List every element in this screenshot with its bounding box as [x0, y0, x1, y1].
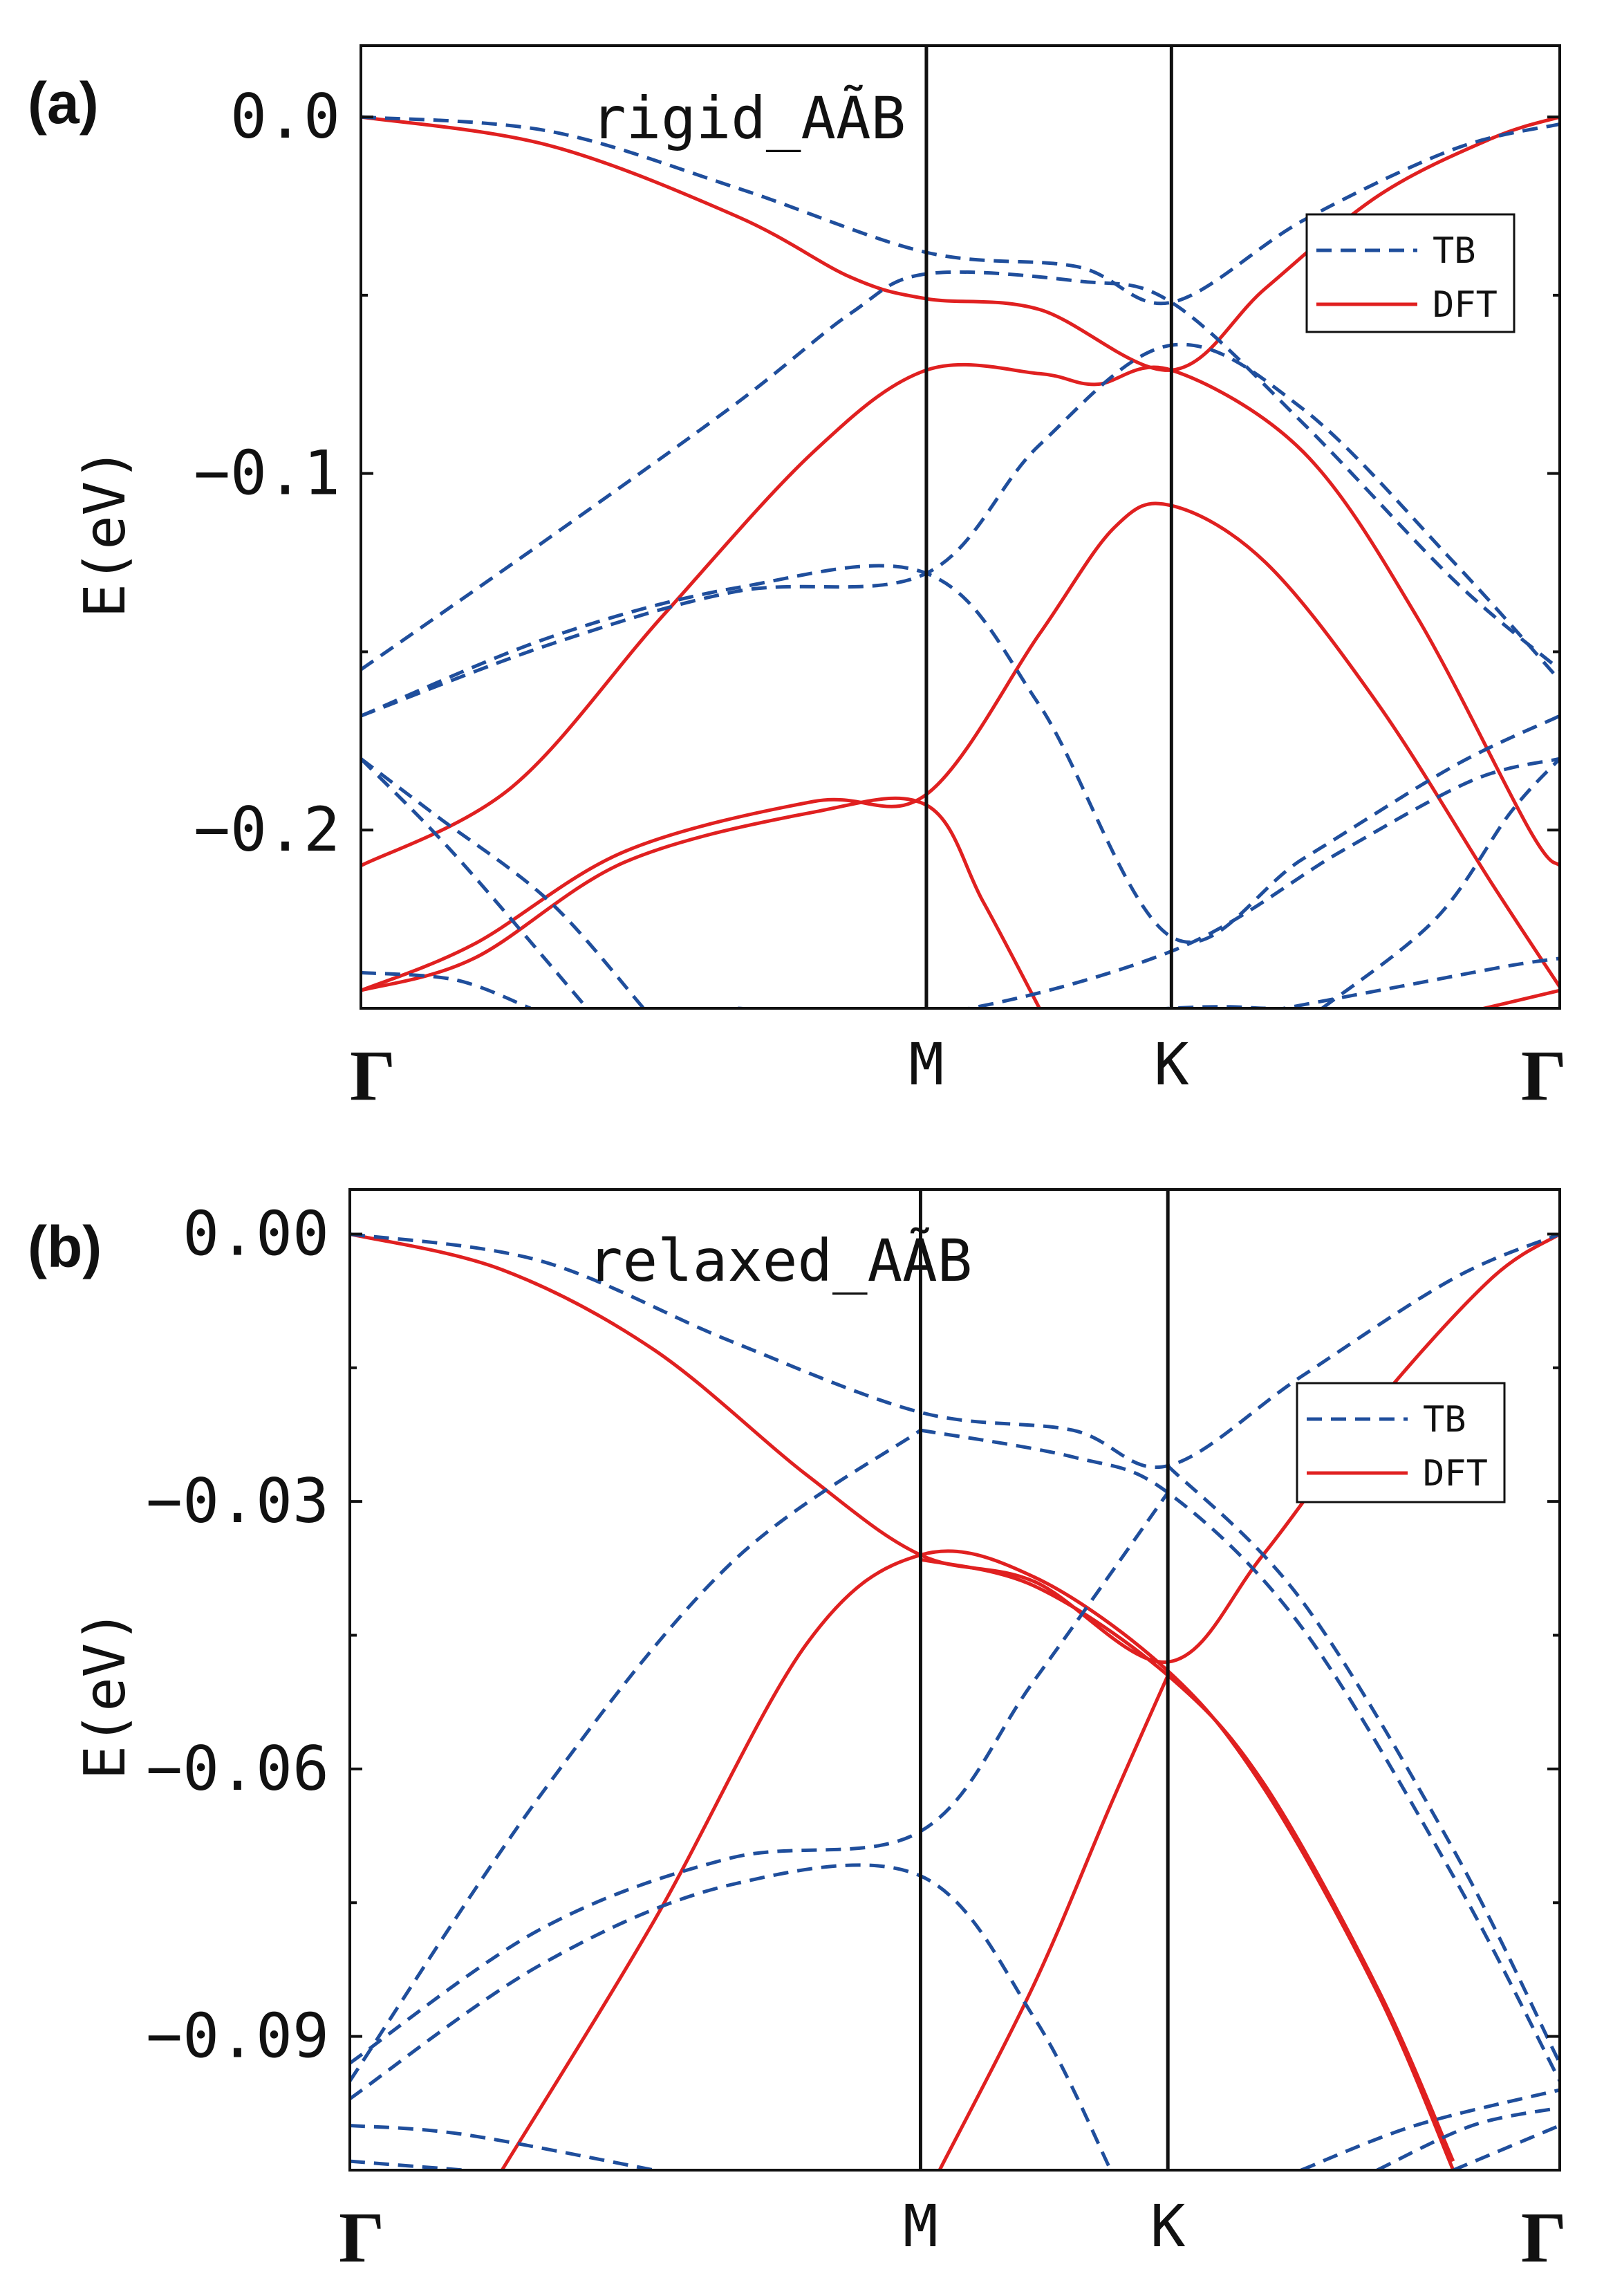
dft-band-3: [361, 796, 1041, 1008]
tb-band-1: [920, 1428, 1560, 2082]
legend-label-tb: TB: [1433, 230, 1476, 272]
tb-band-10: [1321, 757, 1560, 1008]
panel-b: (b) E(eV) 0.00 −0.03 −0.06 −0.09 Γ M K Γ relaxe…: [28, 1188, 1567, 2277]
tb-band-0: [361, 115, 1560, 306]
dft-band-4: [1477, 988, 1560, 1008]
tb-band-6: [361, 970, 532, 1008]
tb-band-2: [350, 1429, 922, 2082]
plot-title: rigid_AÃB: [591, 84, 906, 152]
y-tick-label: 0.00: [183, 1198, 329, 1269]
tb-band-4: [361, 757, 645, 1008]
tb-band-9: [1376, 2106, 1560, 2170]
y-tick-label: −0.06: [146, 1733, 329, 1804]
kpoint-label: Γ: [339, 2198, 384, 2277]
dft-band-2: [361, 501, 1560, 992]
kpoint-label: K: [1154, 1030, 1189, 1098]
tb-band-5: [361, 757, 589, 1008]
dft-band-3: [938, 1674, 1170, 2170]
tb-band-8: [1300, 2088, 1560, 2170]
tb-band-6: [350, 2124, 655, 2170]
tb-band-5: [350, 1863, 1112, 2170]
legend: TB DFT: [1305, 213, 1516, 333]
kpoint-label: M: [909, 1030, 944, 1098]
tb-band-3: [361, 564, 1560, 944]
y-tick-label: −0.09: [146, 2001, 329, 2072]
tb-band-10: [1452, 2124, 1560, 2170]
kpoint-label: M: [903, 2192, 938, 2260]
y-tick-label: −0.1: [194, 438, 340, 509]
y-axis-label: E(eV): [73, 447, 138, 618]
legend-label-tb: TB: [1423, 1399, 1466, 1441]
y-tick-label: −0.03: [146, 1465, 329, 1537]
kpoint-label: Γ: [1521, 1036, 1567, 1115]
tb-band-3: [1166, 1464, 1560, 2064]
kpoint-label: K: [1150, 2192, 1186, 2260]
legend-box: [1296, 1382, 1506, 1503]
y-axis-label: E(eV): [73, 1609, 138, 1780]
panel-label: (a): [28, 71, 99, 136]
legend-label-dft: DFT: [1423, 1453, 1488, 1494]
y-tick-label: 0.0: [230, 81, 340, 152]
dft-band-1: [361, 362, 1560, 868]
tb-band-9: [1275, 956, 1560, 1008]
panel-a: (a) E(eV) 0.0 −0.1 −0.2 Γ M K Γ rigid_AÃB TB DF…: [28, 44, 1567, 1115]
tb-band-0: [350, 1232, 1560, 1469]
kpoint-label: Γ: [1521, 2198, 1567, 2277]
legend-label-dft: DFT: [1433, 284, 1498, 326]
kpoint-label: Γ: [350, 1036, 395, 1115]
plot-frame: [360, 44, 1561, 1010]
panel-label: (b): [28, 1214, 102, 1279]
legend: TB DFT: [1296, 1382, 1506, 1503]
plot-frame: [348, 1188, 1561, 2172]
legend-box: [1305, 213, 1516, 333]
y-tick-label: −0.2: [194, 794, 340, 865]
tb-band-1: [361, 270, 1560, 672]
dft-band-1: [500, 1549, 1455, 2170]
tb-band-4: [350, 1491, 1170, 2065]
dft-band-0: [361, 115, 1560, 372]
tb-band-7: [738, 757, 1560, 1008]
tb-band-2: [361, 342, 1560, 718]
tb-band-8: [1144, 1005, 1266, 1008]
plot-title: relaxed_AÃB: [588, 1227, 972, 1295]
dft-band-2: [920, 1557, 1455, 2163]
